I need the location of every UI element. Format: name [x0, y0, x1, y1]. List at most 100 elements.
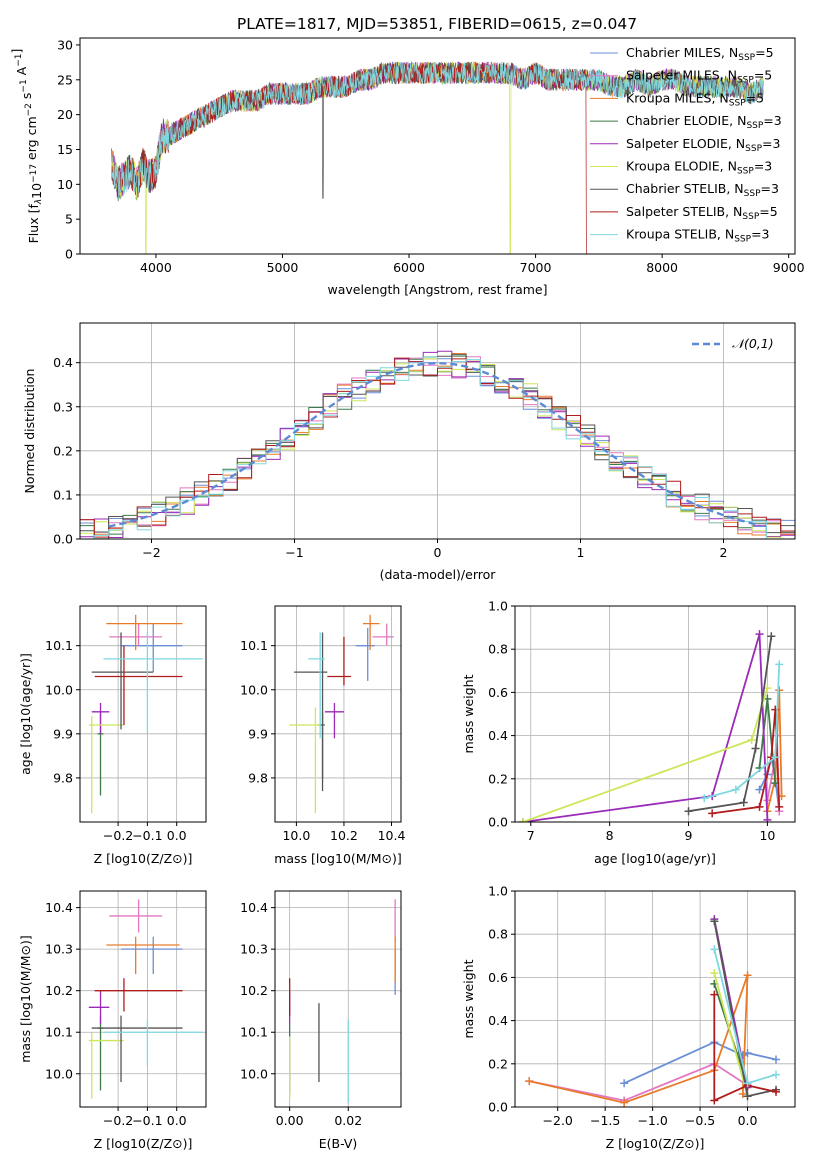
- legend-name: Chabrier MILES, N: [626, 45, 738, 60]
- legend-value: =5: [746, 90, 764, 105]
- axes-mass-vs-z: −0.2−0.1 0.0 10.0 10.1 10.2 10.3 10.4 Z [log10(…: [18, 890, 207, 1151]
- plot-area: [111, 61, 764, 254]
- label-part: −2: [24, 103, 34, 116]
- x-tick-label: 10.2: [330, 828, 358, 843]
- plot-area: [289, 614, 394, 814]
- legend-value: =5: [754, 68, 772, 83]
- series-line-salpeter-stelib: [713, 994, 777, 1102]
- spectrum-line-kroupa-stelib: [111, 61, 764, 199]
- y-tick-label: 10.3: [45, 942, 73, 957]
- y-tick-label: 10.1: [240, 638, 268, 653]
- series-marker: [771, 753, 780, 762]
- series-marker: [743, 1092, 752, 1101]
- axes-age-vs-z: −0.2−0.1 0.0 9.8 9.9 10.0 10.1 Z [log10(Z/Z⊙)]…: [18, 605, 207, 866]
- axes-frame: [79, 605, 207, 823]
- y-tick-label: 15: [57, 142, 73, 157]
- y-tick-label: 1.0: [488, 599, 508, 614]
- x-tick-label: 2: [720, 545, 728, 560]
- x-tick-label: 0.0: [738, 1113, 758, 1128]
- y-tick-label: 0.2: [488, 1056, 508, 1071]
- x-tick-label: 0.0: [167, 1113, 187, 1128]
- y-tick-label: 9.8: [53, 770, 73, 785]
- y-tick-label: 10: [57, 177, 73, 192]
- legend-name: Salpeter MILES, N: [626, 68, 737, 83]
- label-part: −1: [14, 54, 24, 67]
- y-tick-label: 0.4: [488, 728, 508, 743]
- series-line-kroupa-miles: [766, 690, 783, 812]
- x-tick-label: −2.0: [543, 1113, 573, 1128]
- series-marker: [755, 785, 764, 794]
- legend-label: Salpeter MILES, NSSP=5: [626, 68, 772, 86]
- legend-label: 𝒩(0,1): [732, 336, 774, 351]
- label-part: −17: [29, 164, 39, 183]
- series-marker: [710, 1096, 719, 1105]
- label-part: λ: [34, 199, 44, 205]
- x-tick-label: 0.0: [167, 828, 187, 843]
- x-tick-label: −1.5: [590, 1113, 620, 1128]
- series-marker: [708, 809, 717, 818]
- legend-sub: SSP: [734, 235, 751, 245]
- y-axis-label: Flux [fλ10−17 erg cm−2 s−1 A−1]: [9, 49, 44, 244]
- y-tick-label: 25: [57, 72, 73, 87]
- x-tick-label: 6000: [393, 260, 425, 275]
- legend-value: =3: [761, 181, 779, 196]
- series-marker: [710, 969, 719, 978]
- series-marker: [775, 802, 784, 811]
- y-tick-label: 0.2: [488, 771, 508, 786]
- grid: [515, 890, 795, 1108]
- x-tick-label: −2: [142, 545, 160, 560]
- x-tick-label: 7: [527, 828, 535, 843]
- legend-value: =5: [759, 204, 777, 219]
- axes-frame: [79, 890, 207, 1108]
- series-marker: [751, 744, 760, 753]
- x-axis-label: E(B-V): [319, 1136, 358, 1151]
- legend-label: Kroupa STELIB, NSSP=3: [626, 227, 770, 245]
- y-tick-label: 10.1: [240, 1025, 268, 1040]
- series-marker: [772, 1055, 781, 1064]
- spectrum-line-salpeter-stelib: [111, 61, 590, 254]
- axes-frame: [274, 605, 402, 823]
- series-marker: [731, 785, 740, 794]
- x-axis-label: age [log10(age/yr)]: [594, 851, 716, 866]
- y-tick-label: 0.4: [53, 355, 73, 370]
- series-marker: [738, 1090, 747, 1099]
- legend-sub: SSP: [746, 121, 763, 131]
- y-tick-label: 10.3: [240, 942, 268, 957]
- figure-title: PLATE=1817, MJD=53851, FIBERID=0615, z=0…: [237, 15, 637, 33]
- axes-age-vs-mass: 10.0 10.2 10.4 9.8 9.9 10.0 10.1 mass [log10(M/…: [240, 605, 405, 866]
- legend-value: =3: [762, 136, 780, 151]
- x-tick-label: −0.2: [103, 1113, 133, 1128]
- series-line-chabrier-stelib: [688, 636, 773, 813]
- plot-area: [525, 915, 781, 1107]
- legend-value: =3: [751, 227, 769, 242]
- x-tick-label: −0.2: [103, 828, 133, 843]
- y-tick-label: 10.0: [45, 682, 73, 697]
- x-tick-label: 10: [759, 828, 775, 843]
- series-line-kroupa-elodie: [522, 687, 769, 822]
- x-tick-label: 1: [577, 545, 585, 560]
- series-line-kroupa-elodie: [713, 972, 749, 1097]
- series-line-salpeter-elodie: [522, 633, 769, 822]
- series-marker: [739, 798, 748, 807]
- legend-sub: SSP: [738, 53, 755, 63]
- y-tick-label: 1.0: [488, 884, 508, 899]
- y-tick-label: 0: [65, 247, 73, 262]
- legend-sub: SSP: [742, 212, 759, 222]
- legend-name: Kroupa STELIB, N: [626, 227, 734, 242]
- y-tick-label: 10.1: [45, 638, 73, 653]
- x-tick-label: 7000: [520, 260, 552, 275]
- y-tick-label: 20: [57, 107, 73, 122]
- x-tick-label: 4000: [140, 260, 172, 275]
- y-axis-label: mass [log10(M/M⊙)]: [18, 935, 33, 1063]
- x-axis-label: Z [log10(Z/Z⊙)]: [94, 851, 193, 866]
- series-marker: [525, 1077, 534, 1086]
- y-tick-label: 10.1: [45, 1025, 73, 1040]
- label-part: 10: [29, 183, 44, 199]
- plot-area: [518, 630, 786, 822]
- legend-sub: SSP: [737, 76, 754, 86]
- x-tick-label: 8: [606, 828, 614, 843]
- plot-area: [80, 350, 795, 539]
- series-marker: [700, 794, 709, 803]
- y-tick-label: 10.4: [45, 900, 73, 915]
